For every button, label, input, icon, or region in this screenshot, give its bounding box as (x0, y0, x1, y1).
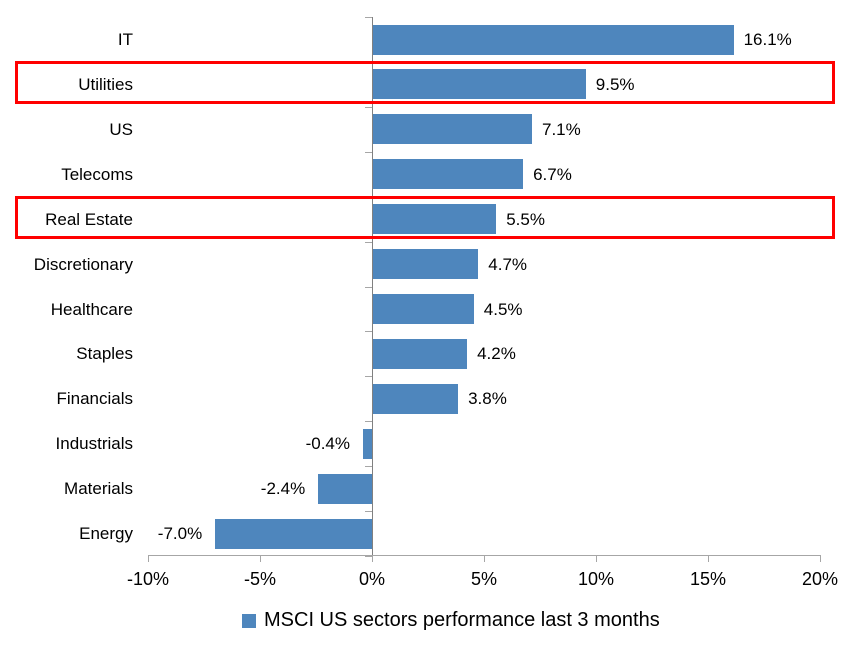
zero-axis-line (372, 17, 373, 562)
chart-legend: MSCI US sectors performance last 3 month… (242, 609, 660, 632)
category-axis-tick (365, 17, 372, 18)
bar-discretionary (373, 249, 479, 279)
value-label: -2.4% (260, 479, 306, 499)
x-axis-tick (484, 555, 485, 562)
value-label: -0.4% (305, 434, 350, 454)
value-label: 5.5% (506, 209, 545, 229)
category-axis-tick (365, 511, 372, 513)
value-label: 9.5% (595, 74, 635, 94)
bar-staples (373, 338, 468, 369)
bar-telecoms (373, 159, 524, 190)
category-label: Industrials (55, 434, 133, 454)
category-label: US (109, 119, 133, 139)
value-label: 4.2% (477, 344, 516, 364)
category-label: Real Estate (45, 209, 133, 229)
value-label: 4.5% (483, 299, 523, 319)
bar-real-estate (373, 204, 497, 235)
category-label: Materials (64, 479, 133, 499)
bar-us (373, 114, 532, 145)
category-label: Healthcare (50, 299, 133, 319)
bar-it (373, 24, 734, 55)
category-label: Discretionary (33, 254, 133, 274)
category-axis-tick (365, 331, 372, 333)
x-axis-tick (708, 555, 709, 562)
category-label: Telecoms (61, 164, 133, 184)
x-tick-label: 20% (801, 569, 839, 589)
bar-financials (373, 383, 459, 414)
value-label: -7.0% (157, 524, 203, 543)
legend-marker-square (242, 613, 256, 628)
x-tick-label: 5% (470, 569, 497, 589)
bar-materials (318, 473, 372, 504)
x-tick-label: -5% (243, 569, 276, 589)
legend-label: MSCI US sectors performance last 3 month… (264, 609, 660, 631)
category-label: Utilities (78, 74, 133, 94)
x-axis-tick (372, 555, 373, 562)
bar-healthcare (373, 294, 474, 324)
category-label: Financials (56, 389, 133, 409)
x-tick-label: 10% (577, 569, 615, 589)
category-axis-tick (365, 421, 372, 423)
category-axis-tick (365, 556, 372, 557)
highlight-box-real-estate (15, 195, 835, 239)
bar-energy (215, 518, 372, 549)
category-axis-tick (365, 376, 372, 378)
category-axis-tick (365, 286, 372, 288)
value-label: 6.7% (533, 164, 572, 184)
value-label: 7.1% (542, 119, 581, 139)
category-axis-tick (365, 241, 372, 243)
category-axis-tick (365, 106, 372, 108)
category-label: Staples (76, 344, 133, 364)
category-axis-tick (365, 151, 372, 153)
x-axis-tick (820, 555, 821, 562)
x-axis-tick (596, 555, 597, 562)
highlight-box-utilities (15, 60, 835, 104)
bar-utilities (373, 69, 586, 100)
value-label: 4.7% (488, 254, 528, 274)
x-axis-tick (148, 555, 149, 562)
x-tick-label: 15% (689, 569, 727, 589)
bar-industrials (363, 428, 372, 459)
x-tick-label: 0% (358, 569, 385, 589)
category-axis-tick (365, 466, 372, 468)
value-label: 16.1% (743, 30, 792, 49)
x-axis-tick (260, 555, 261, 562)
category-label: Energy (79, 524, 133, 543)
value-label: 3.8% (468, 389, 507, 409)
x-tick-label: -10% (126, 569, 170, 589)
category-label: IT (117, 30, 133, 49)
